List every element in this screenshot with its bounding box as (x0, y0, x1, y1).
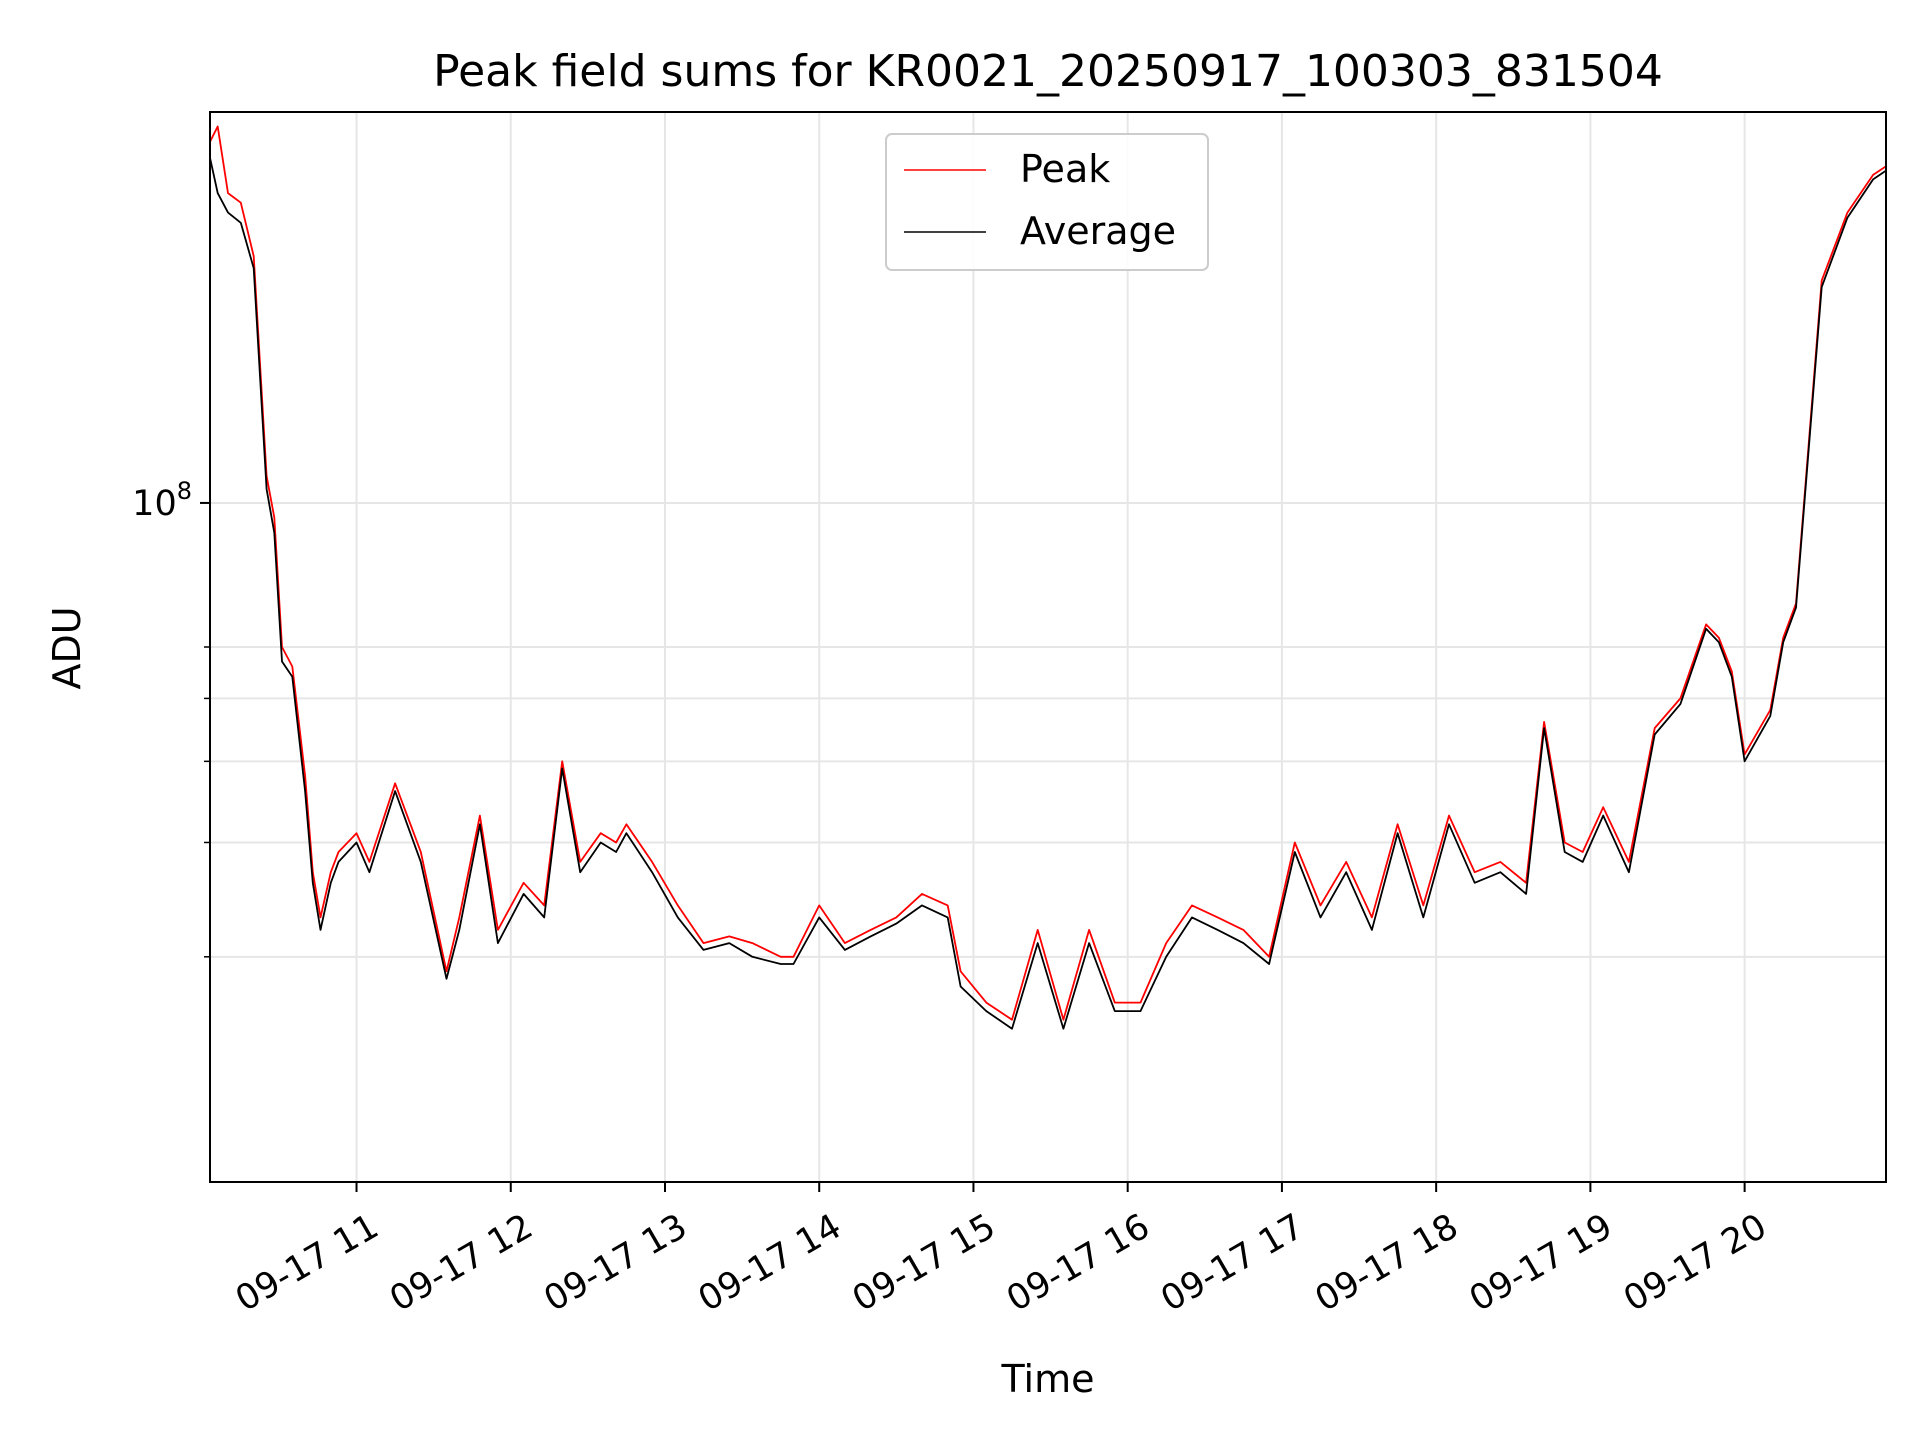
y-axis-label: ADU (45, 606, 89, 689)
legend: Peak Average (885, 133, 1209, 271)
chart-title: Peak field sums for KR0021_20250917_1003… (433, 46, 1663, 97)
series-line-peak (209, 125, 1887, 1021)
y-axis-ticks: 108 (132, 477, 210, 958)
series-lines (209, 125, 1887, 1030)
legend-label-average: Average (1020, 209, 1176, 253)
x-axis-label: Time (1001, 1357, 1095, 1401)
y-tick-label: 108 (132, 477, 192, 524)
legend-label-peak: Peak (1020, 147, 1110, 191)
series-line-average (209, 157, 1887, 1030)
legend-box (885, 133, 1209, 271)
grid (210, 112, 1886, 1182)
